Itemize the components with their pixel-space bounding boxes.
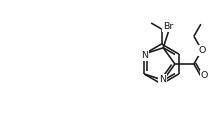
Text: Br: Br: [163, 22, 174, 31]
Text: O: O: [198, 46, 205, 55]
Text: O: O: [201, 71, 208, 80]
Text: N: N: [141, 50, 148, 60]
Text: N: N: [159, 75, 166, 84]
